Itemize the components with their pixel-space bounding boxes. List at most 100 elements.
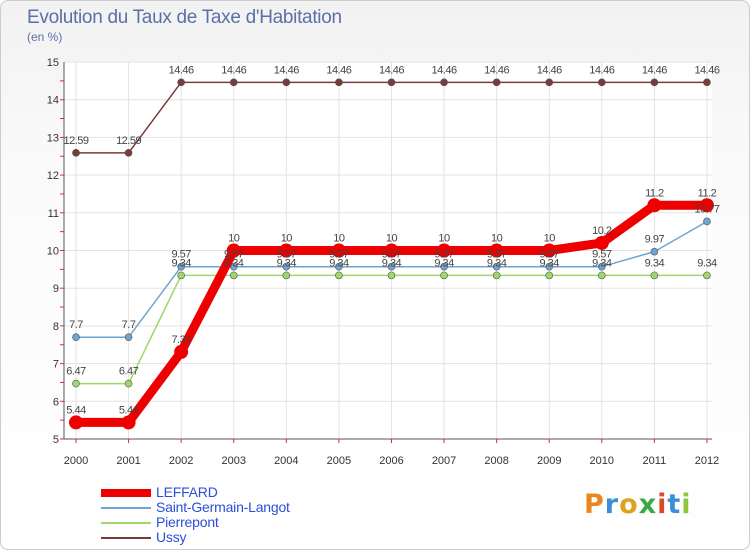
- data-label-pierrepont: 9.34: [592, 257, 612, 269]
- data-point-leffard: [542, 243, 557, 258]
- data-point-saint-germain-langot: [335, 262, 343, 271]
- data-point-pierrepont: [440, 271, 448, 280]
- data-point-ussy: [597, 78, 606, 87]
- data-point-saint-germain-langot: [124, 333, 133, 342]
- data-label-leffard: 10: [386, 233, 398, 245]
- x-tick-label: 2003: [221, 455, 245, 467]
- data-label-leffard: 10: [491, 233, 503, 245]
- data-point-saint-germain-langot: [72, 333, 80, 342]
- data-label-pierrepont: 9.34: [645, 257, 665, 269]
- data-point-leffard: [489, 243, 504, 258]
- data-label-ussy: 12.59: [116, 135, 141, 147]
- y-tick-label: 5: [53, 434, 59, 446]
- logo-letter: i: [681, 489, 692, 520]
- data-label-leffard: 10: [228, 233, 240, 245]
- proxiti-logo: Proxiti: [584, 489, 692, 520]
- y-tick-label: 8: [53, 321, 59, 333]
- data-point-ussy: [545, 78, 554, 87]
- data-point-leffard: [226, 243, 241, 258]
- data-label-saint-germain-langot: 9.57: [592, 249, 612, 261]
- data-label-ussy: 14.46: [379, 64, 404, 76]
- data-label-saint-germain-langot: 7.7: [122, 319, 136, 331]
- data-label-ussy: 14.46: [169, 64, 194, 76]
- data-point-ussy: [387, 78, 396, 87]
- data-label-leffard: 10.2: [592, 225, 612, 237]
- data-point-leffard: [69, 415, 83, 430]
- data-point-leffard: [384, 243, 399, 258]
- logo-letter: r: [604, 489, 620, 520]
- data-label-pierrepont: 6.47: [119, 366, 139, 378]
- data-label-pierrepont: 9.34: [540, 257, 560, 269]
- data-label-pierrepont: 9.34: [277, 257, 297, 269]
- x-tick-label: 2006: [379, 455, 403, 467]
- data-point-pierrepont: [229, 271, 238, 280]
- legend-swatch-leffard: [101, 489, 151, 497]
- data-point-saint-germain-langot: [282, 262, 291, 271]
- data-point-ussy: [703, 78, 711, 87]
- y-tick-label: 12: [47, 170, 59, 182]
- data-point-pierrepont: [177, 271, 185, 280]
- legend-label-leffard: LEFFARD: [156, 484, 218, 500]
- data-point-ussy: [492, 78, 501, 87]
- data-label-ussy: 14.46: [484, 64, 509, 76]
- data-point-leffard: [594, 235, 609, 250]
- data-point-leffard: [279, 243, 294, 258]
- data-label-saint-germain-langot: 10.77: [694, 203, 719, 215]
- logo-letter: t: [667, 489, 682, 520]
- data-point-saint-germain-langot: [597, 262, 606, 271]
- y-tick-label: 15: [47, 57, 59, 69]
- data-label-saint-germain-langot: 9.57: [382, 249, 402, 261]
- data-point-saint-germain-langot: [177, 262, 185, 271]
- data-label-saint-germain-langot: 9.57: [434, 249, 454, 261]
- x-tick-label: 2004: [274, 455, 298, 467]
- data-label-saint-germain-langot: 9.57: [171, 249, 191, 261]
- y-tick-label: 10: [47, 246, 59, 258]
- y-tick-label: 13: [47, 132, 59, 144]
- data-point-ussy: [124, 149, 133, 157]
- data-point-ussy: [229, 78, 238, 87]
- data-label-pierrepont: 9.34: [171, 257, 191, 269]
- data-label-pierrepont: 9.34: [329, 257, 349, 269]
- data-point-ussy: [650, 78, 659, 87]
- data-label-saint-germain-langot: 9.97: [645, 234, 665, 246]
- data-label-leffard: 11.2: [698, 187, 717, 199]
- data-point-leffard: [699, 198, 714, 213]
- data-label-saint-germain-langot: 9.57: [487, 249, 507, 261]
- data-label-saint-germain-langot: 9.57: [329, 249, 349, 261]
- data-label-saint-germain-langot: 9.57: [224, 249, 244, 261]
- data-label-leffard: 7.31: [171, 334, 191, 346]
- x-tick-label: 2002: [169, 455, 193, 467]
- data-label-ussy: 14.46: [274, 64, 299, 76]
- data-point-saint-germain-langot: [650, 247, 659, 256]
- x-tick-label: 2011: [643, 455, 667, 467]
- data-label-ussy: 14.46: [694, 64, 719, 76]
- data-point-leffard: [437, 243, 452, 258]
- data-point-pierrepont: [703, 271, 711, 280]
- data-label-ussy: 12.59: [63, 135, 88, 147]
- x-tick-label: 2009: [537, 455, 561, 467]
- y-tick-label: 14: [47, 95, 59, 107]
- data-label-leffard: 10: [333, 233, 345, 245]
- data-point-ussy: [440, 78, 448, 87]
- data-label-saint-germain-langot: 9.57: [540, 249, 560, 261]
- logo-letter: x: [638, 489, 658, 520]
- data-label-ussy: 14.46: [589, 64, 614, 76]
- data-label-ussy: 14.46: [326, 64, 351, 76]
- data-label-pierrepont: 9.34: [224, 257, 244, 269]
- data-label-pierrepont: 9.34: [697, 257, 717, 269]
- data-point-saint-germain-langot: [387, 262, 396, 271]
- data-point-leffard: [174, 344, 189, 359]
- data-point-ussy: [335, 78, 343, 87]
- legend-swatch-pierrepont: [101, 522, 151, 524]
- data-point-pierrepont: [545, 271, 554, 280]
- x-tick-label: 2008: [484, 455, 508, 467]
- data-point-ussy: [177, 78, 185, 87]
- data-point-ussy: [282, 78, 291, 87]
- data-point-ussy: [72, 149, 80, 157]
- y-tick-label: 7: [53, 359, 59, 371]
- legend-swatch-saint-germain-langot: [101, 507, 151, 509]
- data-point-pierrepont: [124, 379, 133, 388]
- data-label-pierrepont: 6.47: [66, 366, 86, 378]
- data-point-saint-germain-langot: [545, 262, 554, 271]
